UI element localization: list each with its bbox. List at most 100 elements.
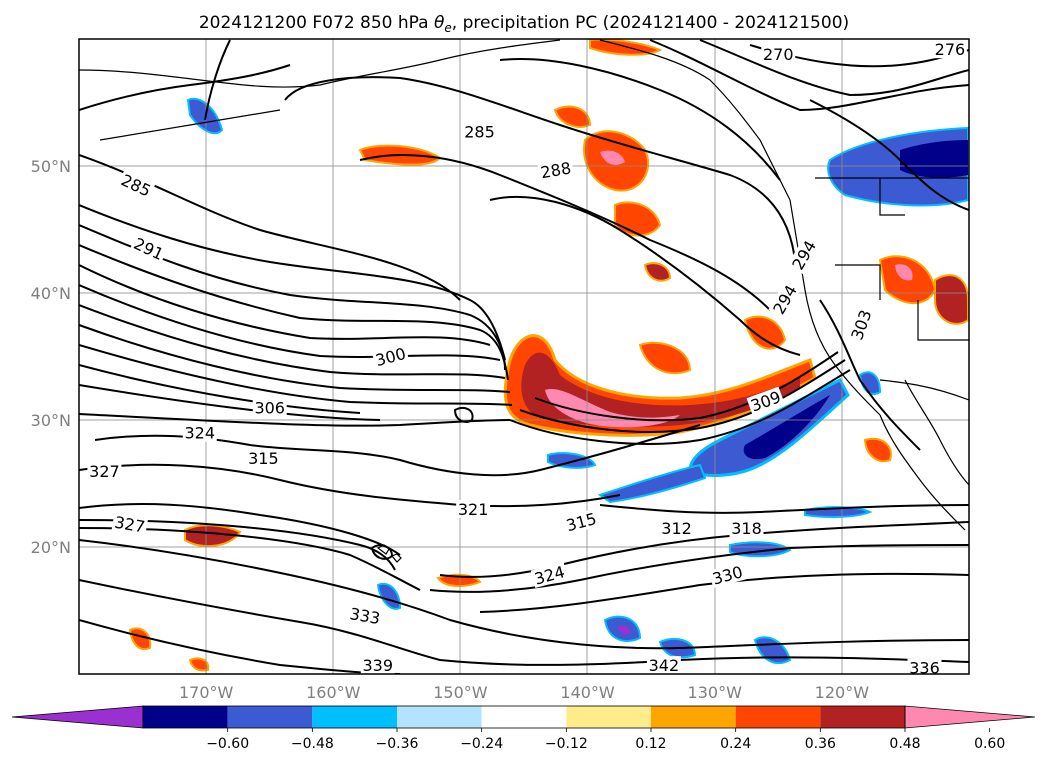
contour-line <box>79 324 511 393</box>
contour-label-background <box>729 518 764 537</box>
contour-label: 306 <box>254 398 285 417</box>
contour-line <box>79 64 291 111</box>
colorbar-tick-label: −0.24 <box>460 736 503 752</box>
contour-line <box>284 76 796 261</box>
contour-line <box>439 521 969 578</box>
contour-line <box>79 413 511 427</box>
lon-tick-label: 150°W <box>433 683 488 702</box>
contour-label-group: 270 <box>761 45 796 64</box>
contour-line <box>499 58 781 181</box>
colorbar-tick-label: 0.48 <box>889 736 920 752</box>
pos-blob-hawaii-1 <box>184 524 242 548</box>
coast-positive-2 <box>934 274 969 325</box>
colorbar-frame <box>142 705 906 729</box>
contour-label: 327 <box>89 462 120 481</box>
contour-line <box>79 304 506 379</box>
contour-label-group: 318 <box>729 518 764 538</box>
contour-label: 336 <box>909 659 940 678</box>
colorbar-swatch <box>566 706 651 728</box>
contour-label: 312 <box>661 519 692 538</box>
contour-line <box>79 384 381 421</box>
contour-label-background <box>111 512 149 536</box>
positive-pc-peak <box>545 389 680 428</box>
contour-label-background <box>768 280 801 319</box>
positive-blob-4 <box>638 341 692 375</box>
gulf-california <box>904 379 969 486</box>
contour-label-group: 327 <box>87 461 122 481</box>
colorbar-tick-label: −0.12 <box>545 736 588 752</box>
colorbar-tick-label: 0.12 <box>635 736 666 752</box>
contour-label-group: 306 <box>252 398 287 417</box>
contour-line <box>359 154 771 311</box>
pos-blob-east-coast <box>863 437 892 463</box>
latitude-tick-labels: 50°N 40°N 30°N 20°N <box>31 157 71 557</box>
figure-title: 2024121200 F072 850 hPa θe, precipitatio… <box>199 13 849 35</box>
contour-label-background <box>646 656 681 674</box>
contour-label-group: 324 <box>182 423 217 443</box>
lat-tick-label: 50°N <box>31 157 71 176</box>
colorbar-swatch <box>312 706 397 728</box>
contour-label: 276 <box>935 40 966 59</box>
contour-line <box>79 539 969 650</box>
hawaii-island-2 <box>391 553 402 563</box>
colorbar-tick-label: 0.60 <box>974 736 1005 752</box>
pos-blob-south-west <box>128 627 152 650</box>
colorbar-swatch <box>143 706 228 728</box>
contour-line <box>79 244 509 381</box>
positive-blob-5 <box>643 262 672 282</box>
colorbar-tick-label: 0.24 <box>720 736 751 752</box>
contour-line <box>79 519 396 571</box>
contour-label: 324 <box>185 424 216 443</box>
contour-label-background <box>562 508 600 535</box>
contour-line <box>599 504 969 514</box>
contour-line <box>429 544 969 593</box>
colorbar-swatch <box>820 706 905 728</box>
contour-label: 321 <box>458 500 489 519</box>
contour-label-background <box>846 305 876 344</box>
negative-pc-core <box>743 395 830 460</box>
contour-label-background <box>346 603 384 628</box>
precip-pc-shading <box>128 39 969 672</box>
contour-line <box>79 284 501 361</box>
lat-tick-label: 20°N <box>31 538 71 557</box>
hawaii-island-1 <box>376 544 390 555</box>
contour-label: 270 <box>763 45 794 64</box>
contour-label-group: 342 <box>646 656 681 674</box>
lon-tick-label: 130°W <box>688 683 743 702</box>
contour-label-group: 336 <box>907 658 942 678</box>
coastlines <box>79 39 969 563</box>
contour-label-group: 312 <box>659 518 694 538</box>
colorbar-tick-label: −0.48 <box>291 736 334 752</box>
mexico-border <box>879 379 969 401</box>
lon-tick-label: 120°W <box>815 683 870 702</box>
contour-line <box>699 39 969 97</box>
contour-label-background <box>117 169 156 201</box>
negative-pc-tail <box>597 463 707 504</box>
contour-label-background <box>371 343 410 370</box>
contour-label-group: 339 <box>360 656 395 674</box>
contour-line <box>79 463 621 508</box>
positive-blob-1-core <box>600 150 625 165</box>
contour-label-background <box>708 561 747 589</box>
lat-tick-label: 40°N <box>31 284 71 303</box>
colorbar-swatch <box>651 706 736 728</box>
colorbar-tick-label: −0.60 <box>206 736 249 752</box>
contour-label-group: 276 <box>932 40 967 59</box>
colorbar-tick-label: −0.36 <box>376 736 419 752</box>
contour-label-background <box>659 518 694 537</box>
contour-label-background <box>537 157 575 182</box>
colorbar-extend-min <box>11 705 144 729</box>
bc-coast <box>599 39 791 201</box>
baja-coast <box>879 414 966 531</box>
contour-line <box>534 351 839 422</box>
contour-line <box>79 579 969 666</box>
alaska-coast <box>79 39 561 88</box>
contour-label-group: 321 <box>456 499 491 519</box>
contour-line <box>79 204 506 361</box>
lat-tick-label: 30°N <box>31 411 71 430</box>
contour-label: 318 <box>731 519 762 538</box>
contour-label-background <box>129 233 169 264</box>
lon-tick-label: 160°W <box>306 683 361 702</box>
